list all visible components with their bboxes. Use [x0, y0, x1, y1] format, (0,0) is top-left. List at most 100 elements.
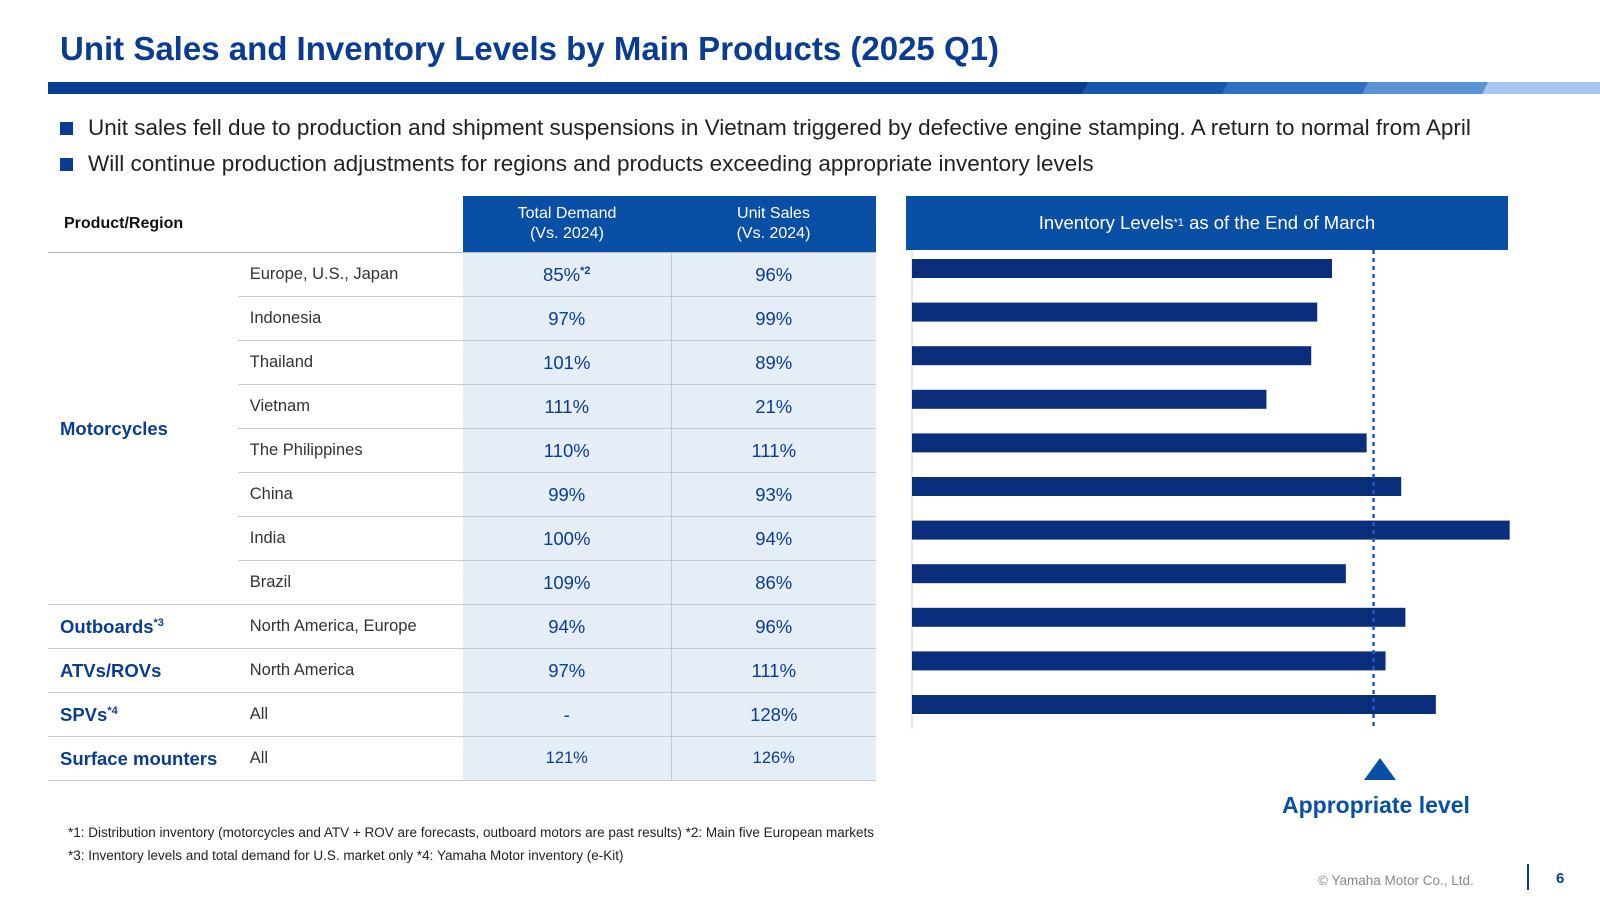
region-cell: Brazil: [237, 560, 463, 605]
sales-cell: 99%: [671, 296, 876, 341]
region-cell: Indonesia: [237, 296, 463, 341]
region-cell: China: [237, 472, 463, 517]
region-cell: The Philippines: [237, 428, 463, 473]
category-outboards-label: Outboards: [60, 615, 154, 637]
sales-cell: 93%: [671, 472, 876, 517]
footnote-2: *3: Inventory levels and total demand fo…: [68, 848, 624, 863]
table-row: Motorcycles Europe, U.S., Japan 85%*2 96…: [48, 252, 876, 605]
appropriate-level-label: Appropriate level: [1282, 792, 1470, 818]
header-total-demand-line1: Total Demand: [517, 205, 617, 222]
demand-value: 85%: [543, 263, 581, 285]
bullet-square-icon: [60, 157, 73, 171]
inventory-chart-title-suffix: as of the End of March: [1189, 212, 1376, 233]
inventory-bar: [912, 259, 1332, 278]
sales-cell: 111%: [671, 428, 876, 473]
demand-cell: 111%: [463, 384, 672, 429]
inventory-bar: [912, 651, 1386, 671]
category-outboards-footnote-mark: *3: [153, 616, 164, 629]
sales-cell: 126%: [671, 736, 876, 781]
header-unit-sales: Unit Sales (Vs. 2024): [671, 196, 876, 253]
bullet-item: Will continue production adjustments for…: [60, 146, 1471, 182]
demand-cell: 109%: [463, 560, 672, 605]
category-spvs: SPVs*4: [48, 692, 238, 737]
demand-cell: -: [463, 692, 672, 737]
region-cell: All: [237, 736, 463, 781]
category-outboards: Outboards*3: [48, 604, 238, 649]
inventory-chart-title: Inventory Levels *1 as of the End of Marc…: [906, 196, 1508, 250]
inventory-bar: [912, 346, 1312, 366]
demand-footnote-mark: *2: [580, 264, 591, 277]
demand-cell: 99%: [463, 472, 672, 517]
sales-cell: 128%: [671, 692, 876, 737]
header-total-demand-line2: (Vs. 2024): [530, 225, 604, 242]
demand-cell: 97%: [463, 296, 672, 341]
region-cell: India: [237, 516, 463, 561]
demand-cell: 94%: [463, 604, 672, 649]
category-atvs-rovs: ATVs/ROVs: [48, 648, 238, 693]
demand-cell: 121%: [463, 736, 672, 781]
inventory-bar: [912, 302, 1318, 322]
region-cell: Thailand: [237, 340, 463, 385]
table-row: Vietnam 111% 21%: [48, 384, 876, 429]
bullet-text: Unit sales fell due to production and sh…: [88, 115, 1471, 140]
inventory-title-footnote-mark: *1: [1173, 217, 1184, 229]
category-motorcycles: Motorcycles: [48, 252, 238, 605]
sales-cell: 111%: [671, 648, 876, 693]
table-row: Indonesia 97% 99%: [48, 296, 876, 341]
region-cell: North America, Europe: [237, 604, 463, 649]
bullet-text: Will continue production adjustments for…: [88, 151, 1094, 176]
region-cell: All: [237, 692, 463, 737]
inventory-bar: [912, 607, 1406, 627]
inventory-bar: [912, 564, 1346, 584]
table-row: SPVs*4 All - 128%: [48, 692, 876, 737]
demand-cell: 85%*2: [463, 252, 672, 297]
table-row: Thailand 101% 89%: [48, 340, 876, 385]
demand-cell: 110%: [463, 428, 672, 473]
table-row: Outboards*3 North America, Europe 94% 96…: [48, 604, 876, 649]
sales-table: Product/Region Total Demand (Vs. 2024) U…: [48, 196, 876, 781]
bullet-square-icon: [60, 121, 73, 135]
region-cell: Vietnam: [237, 384, 463, 429]
sales-cell: 86%: [671, 560, 876, 605]
table-row: Surface mounters All 121% 126%: [48, 736, 876, 781]
sales-cell: 21%: [671, 384, 876, 429]
header-unit-sales-line1: Unit Sales: [737, 205, 810, 222]
inventory-bar: [912, 520, 1510, 540]
header-unit-sales-line2: (Vs. 2024): [736, 225, 811, 242]
table-row: Brazil 109% 86%: [48, 560, 876, 605]
bullet-item: Unit sales fell due to production and sh…: [60, 110, 1471, 146]
table-row: The Philippines 110% 111%: [48, 428, 876, 473]
header-total-demand: Total Demand (Vs. 2024): [463, 196, 671, 253]
demand-cell: 97%: [463, 648, 672, 693]
category-surface-mounters: Surface mounters: [48, 736, 238, 781]
sales-cell: 89%: [671, 340, 876, 385]
inventory-bar: [912, 695, 1436, 714]
inventory-bar: [912, 477, 1402, 496]
title-underline-bar: [48, 82, 1600, 94]
category-spvs-label: SPVs: [60, 703, 108, 725]
inventory-bar: [912, 433, 1367, 453]
table-row: India 100% 94%: [48, 516, 876, 561]
footer-divider: [1527, 864, 1529, 890]
inventory-bar: [912, 389, 1267, 409]
footnote-1: *1: Distribution inventory (motorcycles …: [68, 825, 874, 840]
table-row: ATVs/ROVs North America 97% 111%: [48, 648, 876, 693]
copyright: © Yamaha Motor Co., Ltd.: [1318, 873, 1474, 888]
sales-cell: 94%: [671, 516, 876, 561]
region-cell: Europe, U.S., Japan: [237, 252, 463, 297]
demand-cell: 101%: [463, 340, 672, 385]
region-cell: North America: [237, 648, 463, 693]
header-product-region: Product/Region: [48, 196, 463, 253]
table-row: China 99% 93%: [48, 472, 876, 517]
page-title: Unit Sales and Inventory Levels by Main …: [60, 30, 999, 67]
page-number: 6: [1556, 870, 1565, 887]
up-triangle-icon: [1364, 758, 1396, 780]
bullet-list: Unit sales fell due to production and sh…: [60, 110, 1471, 182]
sales-cell: 96%: [671, 252, 876, 297]
table-header-row: Product/Region Total Demand (Vs. 2024) U…: [48, 196, 876, 253]
inventory-bar-chart: [911, 250, 1510, 729]
demand-cell: 100%: [463, 516, 672, 561]
sales-cell: 96%: [671, 604, 876, 649]
inventory-chart-title-text: Inventory Levels: [1038, 212, 1174, 233]
category-spvs-footnote-mark: *4: [107, 704, 118, 717]
